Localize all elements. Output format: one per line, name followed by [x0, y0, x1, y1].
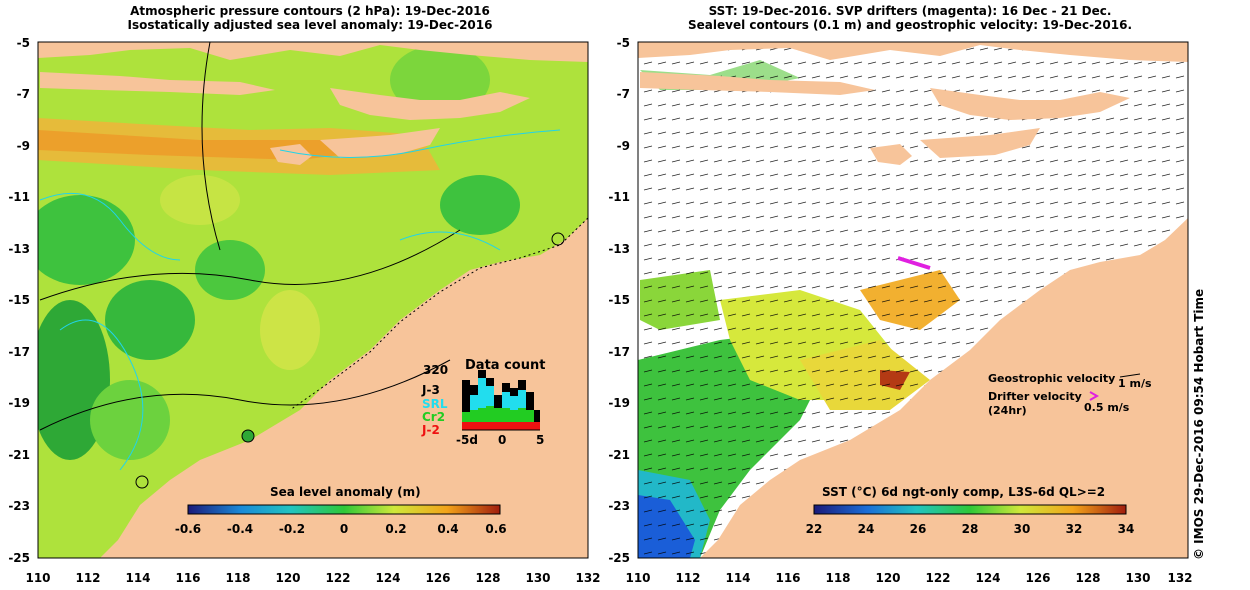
drifter-arrow-icon [1089, 391, 1100, 401]
lon-tick: 114 [125, 571, 150, 585]
lon-tick: 112 [675, 571, 700, 585]
data-count-xtick-0: -5d [456, 433, 478, 447]
lon-tick: 126 [1025, 571, 1050, 585]
lat-tick: -7 [17, 87, 30, 101]
lat-tick: -23 [8, 499, 30, 513]
lon-tick: 132 [575, 571, 600, 585]
velocity-legend: Geostrophic velocity 1 m/s Drifter veloc… [988, 372, 1152, 417]
data-count-max: 320 [423, 363, 448, 377]
sla-tick: -0.6 [175, 522, 201, 536]
left-map-panel: Data count 320 J-3 SRL Cr2 J-2 -5d 0 5 S… [8, 36, 600, 585]
sla-tick: -0.4 [227, 522, 253, 536]
left-colorbar-ticks: -0.6 -0.4 -0.2 0 0.2 0.4 0.6 [175, 522, 507, 536]
sst-tick: 22 [806, 522, 823, 536]
lon-tick: 116 [775, 571, 800, 585]
data-count-inset: Data count 320 J-3 SRL Cr2 J-2 -5d 0 5 [421, 358, 545, 447]
lon-tick: 122 [325, 571, 350, 585]
lat-tick: -11 [608, 190, 630, 204]
lat-tick: -17 [8, 345, 30, 359]
legend-j3: J-3 [421, 383, 440, 397]
sla-tick: 0.4 [437, 522, 458, 536]
sla-tick: 0.6 [485, 522, 506, 536]
geostrophic-scale: 1 m/s [1118, 377, 1152, 390]
lat-tick: -25 [8, 551, 30, 565]
legend-cr2: Cr2 [422, 410, 445, 424]
lon-tick: 122 [925, 571, 950, 585]
data-count-bars [462, 370, 540, 430]
lon-tick: 124 [975, 571, 1000, 585]
lon-tick: 120 [875, 571, 900, 585]
data-count-xtick-1: 0 [498, 433, 506, 447]
lon-tick: 116 [175, 571, 200, 585]
drifter-sub: (24hr) [988, 404, 1027, 417]
left-title: Atmospheric pressure contours (2 hPa): 1… [90, 4, 530, 32]
sst-tick: 24 [858, 522, 875, 536]
sla-tick: 0 [340, 522, 348, 536]
data-count-xtick-2: 5 [536, 433, 544, 447]
lon-tick: 128 [1075, 571, 1100, 585]
sst-tick: 30 [1014, 522, 1031, 536]
sst-tick: 28 [962, 522, 979, 536]
lon-tick: 110 [625, 571, 650, 585]
drifter-label: Drifter velocity [988, 390, 1082, 403]
lat-tick: -7 [617, 87, 630, 101]
lon-tick: 118 [225, 571, 250, 585]
sst-tick: 32 [1066, 522, 1083, 536]
right-title-line1: SST: 19-Dec-2016. SVP drifters (magenta)… [708, 4, 1112, 18]
left-title-line1: Atmospheric pressure contours (2 hPa): 1… [130, 4, 490, 18]
left-colorbar-title: Sea level anomaly (m) [270, 485, 421, 499]
left-colorbar [187, 504, 501, 515]
lat-tick: -15 [608, 293, 630, 307]
lat-tick: -15 [8, 293, 30, 307]
left-lon-ticks: 110 112 114 116 118 120 122 124 126 128 … [25, 571, 600, 585]
lon-tick: 132 [1167, 571, 1192, 585]
lon-tick: 130 [525, 571, 550, 585]
geostrophic-label: Geostrophic velocity [988, 372, 1115, 385]
lon-tick: 124 [375, 571, 400, 585]
lat-tick: -9 [17, 139, 30, 153]
copyright-stamp: © IMOS 29-Dec-2016 09:54 Hobart Time [1192, 288, 1206, 560]
lat-tick: -13 [8, 242, 30, 256]
right-lon-ticks: 110 112 114 116 118 120 122 124 126 128 … [625, 571, 1192, 585]
lon-tick: 128 [475, 571, 500, 585]
lon-tick: 120 [275, 571, 300, 585]
legend-srl: SRL [422, 397, 448, 411]
lon-tick: 118 [825, 571, 850, 585]
right-colorbar-title: SST (°C) 6d ngt-only comp, L3S-6d QL>=2 [822, 485, 1105, 499]
left-title-line2: Isostatically adjusted sea level anomaly… [127, 18, 493, 32]
lat-tick: -21 [8, 448, 30, 462]
lat-tick: -13 [608, 242, 630, 256]
lon-tick: 114 [725, 571, 750, 585]
lat-tick: -23 [608, 499, 630, 513]
right-title-line2: Sealevel contours (0.1 m) and geostrophi… [688, 18, 1132, 32]
lat-tick: -9 [617, 139, 630, 153]
sst-tick: 26 [910, 522, 927, 536]
right-colorbar [813, 504, 1127, 515]
lat-tick: -19 [608, 396, 630, 410]
lat-tick: -25 [608, 551, 630, 565]
sla-tick: -0.2 [279, 522, 305, 536]
drifter-scale: 0.5 m/s [1084, 401, 1130, 414]
right-lat-ticks: -5 -7 -9 -11 -13 -15 -17 -19 -21 -23 -25 [608, 36, 630, 565]
lat-tick: -5 [17, 36, 30, 50]
lon-tick: 110 [25, 571, 50, 585]
lat-tick: -17 [608, 345, 630, 359]
right-colorbar-ticks: 22 24 26 28 30 32 34 [806, 522, 1135, 536]
sla-tick: 0.2 [385, 522, 406, 536]
left-lat-ticks: -5 -7 -9 -11 -13 -15 -17 -19 -21 -23 -25 [8, 36, 30, 565]
sst-tick: 34 [1118, 522, 1135, 536]
lat-tick: -21 [608, 448, 630, 462]
lon-tick: 130 [1125, 571, 1150, 585]
lon-tick: 112 [75, 571, 100, 585]
geostrophic-arrow-icon [1119, 373, 1141, 378]
lat-tick: -5 [617, 36, 630, 50]
legend-j2: J-2 [421, 423, 440, 437]
lon-tick: 126 [425, 571, 450, 585]
right-map-panel: Geostrophic velocity 1 m/s Drifter veloc… [608, 36, 1192, 585]
lat-tick: -19 [8, 396, 30, 410]
lat-tick: -11 [8, 190, 30, 204]
right-title: SST: 19-Dec-2016. SVP drifters (magenta)… [660, 4, 1160, 32]
data-count-title: Data count [465, 358, 545, 373]
